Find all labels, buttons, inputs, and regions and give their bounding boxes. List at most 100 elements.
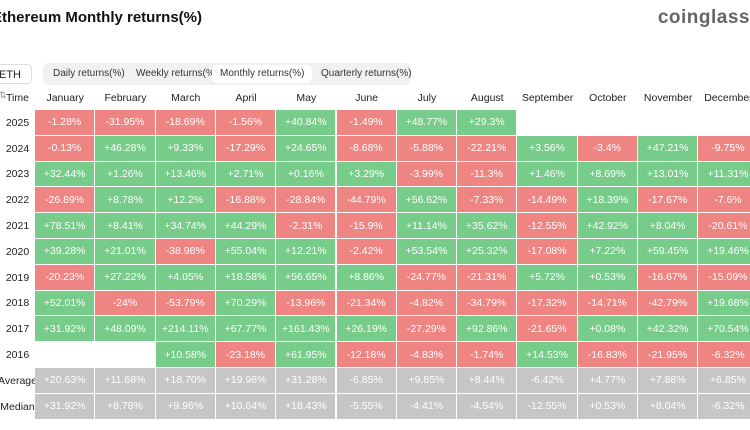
return-cell: +61.95%: [276, 342, 337, 368]
return-cell: -20.61%: [698, 213, 750, 239]
return-cell: +31.92%: [35, 316, 96, 343]
return-cell: -53.79%: [155, 290, 216, 317]
summary-cell: +20.63%: [35, 368, 96, 394]
return-cell: +48.77%: [396, 110, 458, 136]
tab[interactable]: Quarterly returns(%): [321, 68, 412, 79]
return-cell: -15.9%: [336, 213, 397, 239]
return-cell: -17.32%: [517, 290, 578, 317]
return-cell: +0.53%: [577, 264, 638, 291]
return-cell: +53.54%: [396, 239, 458, 265]
column-header: October: [589, 92, 627, 104]
return-cell: +24.65%: [276, 135, 337, 162]
return-cell: -18.69%: [155, 110, 216, 136]
return-cell: +70.29%: [215, 290, 277, 317]
return-cell: +13.01%: [638, 161, 699, 188]
return-cell: +21.01%: [95, 239, 156, 265]
row-label: 2019: [5, 271, 30, 284]
empty-cell: [698, 110, 750, 136]
return-cell: +11.14%: [396, 213, 458, 239]
summary-cell: -6.32%: [698, 393, 750, 420]
return-cell: -21.34%: [336, 290, 397, 317]
empty-cell: [577, 110, 638, 136]
return-cell: +10.58%: [155, 342, 216, 368]
return-cell: -26.89%: [35, 187, 96, 214]
return-cell: -9.75%: [698, 135, 750, 162]
column-header: Time: [6, 92, 29, 104]
return-cell: +2.71%: [215, 161, 277, 188]
return-cell: -23.18%: [215, 342, 277, 368]
return-cell: +3.56%: [517, 135, 578, 162]
return-cell: +0.08%: [577, 316, 638, 343]
column-header: January: [46, 92, 84, 104]
return-cell: +13.46%: [155, 161, 216, 188]
summary-cell: +11.68%: [95, 368, 156, 394]
tab[interactable]: Monthly returns(%): [212, 65, 313, 83]
empty-cell: [95, 342, 156, 368]
return-cell: +214.11%: [155, 316, 216, 343]
summary-cell: -6.42%: [517, 368, 578, 394]
return-cell: -21.31%: [457, 264, 518, 291]
column-header: March: [171, 92, 201, 104]
empty-cell: [35, 342, 96, 368]
row-label: 2021: [5, 220, 30, 233]
tab[interactable]: Weekly returns(%): [136, 68, 219, 79]
return-cell: +70.54%: [698, 316, 750, 343]
summary-cell: -4.54%: [457, 393, 518, 420]
return-cell: +8.69%: [577, 161, 638, 188]
return-cell: -14.71%: [577, 290, 638, 317]
return-cell: -13.96%: [276, 290, 337, 317]
returns-table: Time January February March April May June July…: [0, 86, 750, 430]
return-cell: +8.04%: [638, 213, 699, 239]
summary-cell: +8.44%: [457, 368, 518, 394]
return-cell: +47.21%: [638, 135, 699, 162]
return-cell: +8.78%: [95, 187, 156, 214]
logo[interactable]: coinglass: [657, 7, 750, 28]
return-cell: +78.51%: [35, 213, 96, 239]
return-cell: -6.32%: [698, 342, 750, 368]
column-header: June: [355, 92, 379, 104]
return-cell: +18.39%: [577, 187, 638, 214]
summary-cell: +10.64%: [215, 393, 277, 420]
asset-label: ETH: [0, 69, 21, 81]
return-cell: +48.09%: [95, 316, 156, 343]
return-cell: +4.05%: [155, 264, 216, 291]
return-cell: -21.65%: [517, 316, 578, 343]
return-cell: +11.31%: [698, 161, 750, 188]
return-cell: -3.99%: [396, 161, 458, 188]
return-cell: +44.29%: [215, 213, 277, 239]
summary-cell: -6.85%: [336, 368, 397, 394]
asset-select[interactable]: ETH ⇅: [0, 64, 32, 100]
return-cell: -24%: [95, 290, 156, 317]
return-cell: +59.45%: [638, 239, 699, 265]
return-cell: -17.67%: [638, 187, 699, 214]
summary-cell: +31.28%: [276, 368, 337, 394]
return-cell: -3.4%: [577, 135, 638, 162]
return-cell: +55.04%: [215, 239, 277, 265]
return-cell: -1.74%: [457, 342, 518, 368]
return-cell: +12.2%: [155, 187, 216, 214]
return-cell: +19.68%: [698, 290, 750, 317]
summary-cell: -12.55%: [517, 393, 578, 420]
return-cell: -11.3%: [457, 161, 518, 188]
return-cell: +1.46%: [517, 161, 578, 188]
row-label: Average: [0, 374, 37, 387]
column-header: July: [417, 92, 437, 104]
return-cell: +14.53%: [517, 342, 578, 368]
summary-cell: +8.78%: [95, 393, 156, 420]
column-header: May: [296, 92, 317, 104]
return-cell: +92.86%: [457, 316, 518, 343]
return-cell: -16.88%: [215, 187, 277, 214]
return-cell: -1.28%: [35, 110, 96, 136]
summary-cell: +19.98%: [215, 368, 277, 394]
column-header: April: [235, 92, 257, 104]
return-cell: -17.08%: [517, 239, 578, 265]
tab[interactable]: Daily returns(%): [53, 68, 125, 79]
return-cell: -17.29%: [215, 135, 277, 162]
row-label: 2018: [5, 297, 30, 310]
return-cell: -1.56%: [215, 110, 277, 136]
return-cell: +7.22%: [577, 239, 638, 265]
empty-cell: [638, 110, 699, 136]
return-cell: +19.46%: [698, 239, 750, 265]
return-cell: -20.23%: [35, 264, 96, 291]
return-cell: +42.32%: [638, 316, 699, 343]
